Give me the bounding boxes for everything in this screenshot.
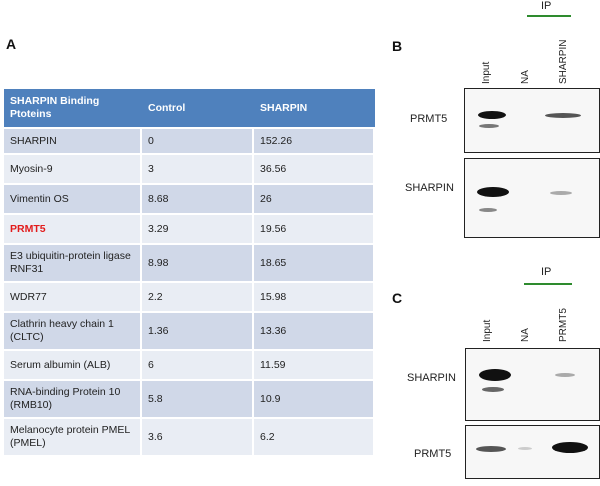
panel-label-b: B: [392, 38, 403, 54]
header-sharpin: SHARPIN: [254, 89, 375, 127]
band: [479, 369, 511, 381]
cell-control: 8.98: [142, 245, 254, 281]
table-row: Clathrin heavy chain 1 (CLTC) 1.36 13.36: [4, 313, 375, 349]
cell-protein: Vimentin OS: [4, 185, 142, 213]
cell-sharpin: 152.26: [254, 129, 375, 153]
lane-label-sharpin-b: SHARPIN: [558, 39, 569, 84]
cell-protein: WDR77: [4, 283, 142, 311]
cell-control: 3.6: [142, 419, 254, 455]
table-row: Serum albumin (ALB) 6 11.59: [4, 351, 375, 379]
binding-proteins-table: SHARPIN Binding Ptoteins Control SHARPIN…: [4, 87, 375, 457]
cell-sharpin: 6.2: [254, 419, 375, 455]
cell-protein-highlighted: PRMT5: [4, 215, 142, 243]
cell-sharpin: 36.56: [254, 155, 375, 183]
table-row: Myosin-9 3 36.56: [4, 155, 375, 183]
cell-sharpin: 26: [254, 185, 375, 213]
lane-label-prmt5-c: PRMT5: [558, 308, 569, 342]
cell-protein: Clathrin heavy chain 1 (CLTC): [4, 313, 142, 349]
panel-label-a: A: [6, 36, 17, 52]
band: [518, 447, 532, 450]
lane-label-na-b: NA: [520, 70, 531, 84]
table-row: RNA-binding Protein 10 (RMB10) 5.8 10.9: [4, 381, 375, 417]
cell-control: 2.2: [142, 283, 254, 311]
cell-sharpin: 18.65: [254, 245, 375, 281]
cell-sharpin: 13.36: [254, 313, 375, 349]
row-label-sharpin-b: SHARPIN: [405, 182, 454, 194]
cell-control: 3.29: [142, 215, 254, 243]
cell-protein: SHARPIN: [4, 129, 142, 153]
panel-label-c: C: [392, 290, 403, 306]
blot-b-prmt5: [464, 88, 600, 153]
table-row: PRMT5 3.29 19.56: [4, 215, 375, 243]
ip-label-b: IP: [541, 0, 552, 12]
cell-control: 3: [142, 155, 254, 183]
table-row: E3 ubiquitin-protein ligase RNF31 8.98 1…: [4, 245, 375, 281]
cell-control: 1.36: [142, 313, 254, 349]
ip-bracket-c: [524, 283, 572, 285]
band: [479, 208, 497, 212]
table-header-row: SHARPIN Binding Ptoteins Control SHARPIN: [4, 89, 375, 127]
cell-control: 5.8: [142, 381, 254, 417]
blot-c-sharpin: [465, 348, 600, 421]
table-row: Vimentin OS 8.68 26: [4, 185, 375, 213]
cell-protein: Melanocyte protein PMEL (PMEL): [4, 419, 142, 455]
table-row: Melanocyte protein PMEL (PMEL) 3.6 6.2: [4, 419, 375, 455]
cell-protein: RNA-binding Protein 10 (RMB10): [4, 381, 142, 417]
cell-control: 6: [142, 351, 254, 379]
ip-label-c: IP: [541, 266, 552, 278]
band: [482, 387, 504, 392]
cell-sharpin: 10.9: [254, 381, 375, 417]
band: [552, 442, 588, 453]
cell-sharpin: 11.59: [254, 351, 375, 379]
header-control: Control: [142, 89, 254, 127]
ip-bracket-b: [527, 15, 571, 17]
lane-label-na-c: NA: [520, 328, 531, 342]
table-row: WDR77 2.2 15.98: [4, 283, 375, 311]
header-proteins: SHARPIN Binding Ptoteins: [4, 89, 142, 127]
table-row: SHARPIN 0 152.26: [4, 129, 375, 153]
cell-sharpin: 15.98: [254, 283, 375, 311]
band: [477, 187, 509, 197]
band: [545, 113, 581, 118]
cell-sharpin: 19.56: [254, 215, 375, 243]
cell-protein: Myosin-9: [4, 155, 142, 183]
row-label-prmt5-b: PRMT5: [410, 113, 448, 125]
band: [555, 373, 575, 377]
blot-c-prmt5: [465, 425, 600, 479]
lane-label-input-c: Input: [482, 319, 493, 342]
lane-label-input-b: Input: [481, 61, 492, 84]
band: [476, 446, 506, 452]
band: [478, 111, 506, 119]
row-label-sharpin-c: SHARPIN: [407, 372, 456, 384]
cell-control: 8.68: [142, 185, 254, 213]
cell-protein: E3 ubiquitin-protein ligase RNF31: [4, 245, 142, 281]
band: [550, 191, 572, 195]
cell-protein: Serum albumin (ALB): [4, 351, 142, 379]
band: [479, 124, 499, 128]
blot-b-sharpin: [464, 158, 600, 238]
row-label-prmt5-c: PRMT5: [414, 448, 452, 460]
cell-control: 0: [142, 129, 254, 153]
